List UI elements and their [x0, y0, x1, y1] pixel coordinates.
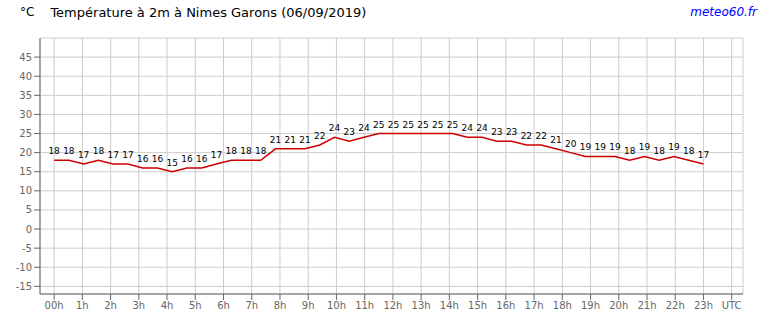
- svg-text:4h: 4h: [161, 300, 174, 311]
- svg-text:6h: 6h: [217, 300, 230, 311]
- svg-text:25: 25: [403, 120, 414, 130]
- svg-text:5h: 5h: [189, 300, 202, 311]
- svg-text:18: 18: [93, 146, 105, 156]
- svg-text:17: 17: [122, 150, 133, 160]
- svg-text:19: 19: [668, 142, 680, 152]
- html-text:meteo60.fr: meteo60.fr: [690, 5, 757, 19]
- svg-text:21: 21: [550, 135, 561, 145]
- svg-text:20: 20: [565, 139, 577, 149]
- svg-text:19: 19: [594, 142, 606, 152]
- svg-text:25: 25: [19, 128, 32, 139]
- svg-text:12h: 12h: [383, 300, 402, 311]
- svg-text:0: 0: [26, 224, 32, 235]
- svg-text:3h: 3h: [132, 300, 145, 311]
- svg-text:20h: 20h: [609, 300, 628, 311]
- svg-text:2h: 2h: [104, 300, 117, 311]
- svg-text:24: 24: [462, 123, 474, 133]
- svg-text:19h: 19h: [581, 300, 600, 311]
- svg-text:16: 16: [137, 154, 149, 164]
- svg-text:-5: -5: [22, 243, 32, 254]
- svg-text:23: 23: [506, 127, 517, 137]
- html-text:Température à 2m à Nimes Garon: Température à 2m à Nimes Garons (06/09/2…: [50, 4, 367, 20]
- svg-text:19: 19: [580, 142, 592, 152]
- svg-text:-15: -15: [16, 281, 32, 292]
- svg-text:20: 20: [19, 147, 32, 158]
- svg-text:16: 16: [152, 154, 164, 164]
- svg-text:UTC: UTC: [722, 300, 742, 311]
- svg-text:23: 23: [491, 127, 502, 137]
- svg-text:17: 17: [698, 150, 709, 160]
- svg-text:18: 18: [225, 146, 237, 156]
- svg-text:16: 16: [196, 154, 208, 164]
- svg-text:23: 23: [344, 127, 355, 137]
- svg-text:17: 17: [211, 150, 222, 160]
- svg-text:5: 5: [26, 204, 32, 215]
- svg-text:22: 22: [521, 131, 532, 141]
- svg-text:15: 15: [166, 158, 177, 168]
- svg-text:25: 25: [417, 120, 428, 130]
- svg-text:21: 21: [299, 135, 310, 145]
- svg-text:9h: 9h: [302, 300, 315, 311]
- svg-text:21h: 21h: [637, 300, 656, 311]
- svg-text:18: 18: [683, 146, 695, 156]
- svg-text:30: 30: [19, 109, 32, 120]
- svg-text:25: 25: [447, 120, 458, 130]
- svg-text:35: 35: [19, 90, 32, 101]
- svg-text:22: 22: [314, 131, 325, 141]
- svg-text:1h: 1h: [76, 300, 89, 311]
- svg-text:24: 24: [476, 123, 488, 133]
- svg-text:21: 21: [285, 135, 296, 145]
- svg-text:10: 10: [19, 185, 32, 196]
- svg-text:22: 22: [535, 131, 546, 141]
- svg-text:25: 25: [373, 120, 384, 130]
- svg-text:18: 18: [63, 146, 75, 156]
- svg-text:15: 15: [19, 166, 32, 177]
- svg-text:17: 17: [107, 150, 118, 160]
- svg-text:19: 19: [609, 142, 621, 152]
- svg-text:14h: 14h: [440, 300, 459, 311]
- svg-text:22h: 22h: [666, 300, 685, 311]
- svg-text:21: 21: [270, 135, 281, 145]
- svg-text:45: 45: [19, 52, 32, 63]
- svg-text:15h: 15h: [468, 300, 487, 311]
- svg-text:18: 18: [624, 146, 636, 156]
- svg-text:23h: 23h: [694, 300, 713, 311]
- svg-text:25: 25: [388, 120, 399, 130]
- svg-text:8h: 8h: [274, 300, 287, 311]
- svg-text:18: 18: [653, 146, 665, 156]
- svg-text:19: 19: [639, 142, 651, 152]
- svg-text:18: 18: [255, 146, 267, 156]
- svg-text:24: 24: [329, 123, 341, 133]
- svg-text:7h: 7h: [245, 300, 258, 311]
- svg-text:16: 16: [181, 154, 193, 164]
- svg-text:17: 17: [78, 150, 89, 160]
- svg-text:18: 18: [48, 146, 60, 156]
- svg-text:25: 25: [432, 120, 443, 130]
- svg-text:17h: 17h: [525, 300, 544, 311]
- svg-text:16h: 16h: [496, 300, 515, 311]
- svg-text:10h: 10h: [327, 300, 346, 311]
- svg-text:13h: 13h: [412, 300, 431, 311]
- svg-text:18: 18: [240, 146, 252, 156]
- svg-text:00h: 00h: [45, 300, 64, 311]
- svg-text:40: 40: [19, 71, 32, 82]
- svg-text:24: 24: [358, 123, 370, 133]
- svg-text:-10: -10: [16, 262, 32, 273]
- html-text:°C: °C: [20, 5, 35, 19]
- svg-text:18h: 18h: [553, 300, 572, 311]
- svg-text:11h: 11h: [355, 300, 374, 311]
